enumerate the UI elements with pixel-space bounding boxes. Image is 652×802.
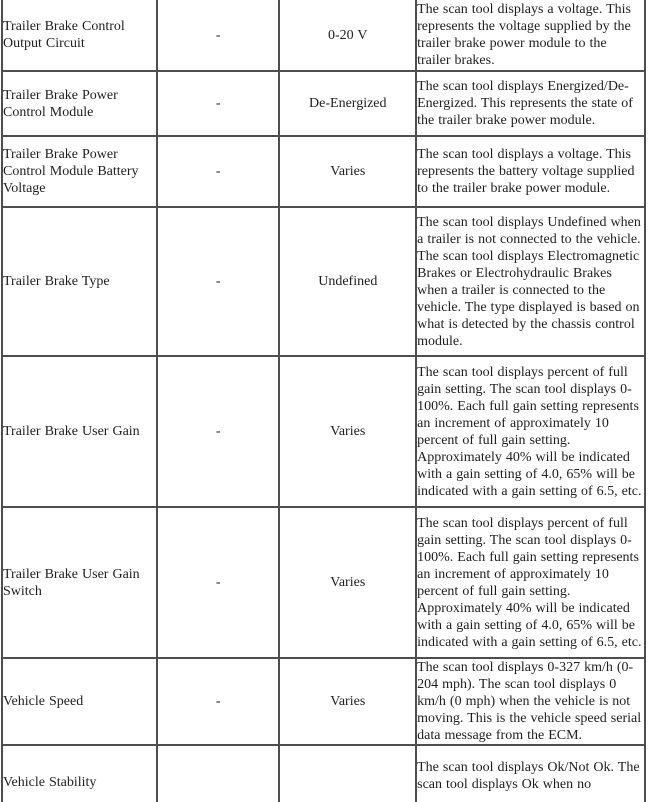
description-cell: The scan tool displays a voltage. This r… (415, 0, 646, 72)
parameter-cell: Vehicle Speed (1, 657, 158, 746)
typical-value-cell: Varies (278, 135, 418, 208)
parameter-cell: Trailer Brake Power Control Module Batte… (1, 135, 158, 208)
parameter-cell: Trailer Brake Type (1, 206, 158, 357)
description-cell: The scan tool displays Undefined when a … (415, 206, 646, 357)
description-cell: The scan tool displays percent of full g… (415, 506, 646, 659)
description-cell: The scan tool displays Energized/De-Ener… (415, 70, 646, 137)
parameter-cell: Trailer Brake User Gain Switch (1, 506, 158, 659)
description-cell: The scan tool displays Ok/Not Ok. The sc… (415, 744, 646, 802)
dash-cell (155, 744, 281, 802)
parameter-cell: Trailer Brake User Gain (1, 355, 158, 508)
typical-value-cell: De-Energized (278, 70, 418, 137)
description-cell: The scan tool displays 0-327 km/h (0-204… (415, 657, 646, 746)
table-row: Vehicle Stability The scan tool displays… (1, 744, 646, 802)
description-cell: The scan tool displays percent of full g… (415, 355, 646, 508)
parameter-cell: Trailer Brake Control Output Circuit (1, 0, 158, 72)
table-row: Trailer Brake Power Control Module Batte… (1, 135, 646, 208)
typical-value-cell: Varies (278, 355, 418, 508)
dash-cell: - (155, 206, 281, 357)
typical-value-cell: Varies (278, 506, 418, 659)
parameter-cell: Vehicle Stability (1, 744, 158, 802)
table-row: Trailer Brake Type - Undefined The scan … (1, 206, 646, 357)
typical-value-cell: 0-20 V (278, 0, 418, 72)
table-row: Trailer Brake Power Control Module - De-… (1, 70, 646, 137)
table-row: Trailer Brake Control Output Circuit - 0… (1, 0, 646, 72)
dash-cell: - (155, 355, 281, 508)
dash-cell: - (155, 506, 281, 659)
table-row: Trailer Brake User Gain - Varies The sca… (1, 355, 646, 508)
dash-cell: - (155, 657, 281, 746)
typical-value-cell: Undefined (278, 206, 418, 357)
typical-value-cell (278, 744, 418, 802)
parameter-cell: Trailer Brake Power Control Module (1, 70, 158, 137)
dash-cell: - (155, 0, 281, 72)
table-row: Vehicle Speed - Varies The scan tool dis… (1, 657, 646, 746)
typical-value-cell: Varies (278, 657, 418, 746)
dash-cell: - (155, 70, 281, 137)
description-cell: The scan tool displays a voltage. This r… (415, 135, 646, 208)
table-row: Trailer Brake User Gain Switch - Varies … (1, 506, 646, 659)
dash-cell: - (155, 135, 281, 208)
